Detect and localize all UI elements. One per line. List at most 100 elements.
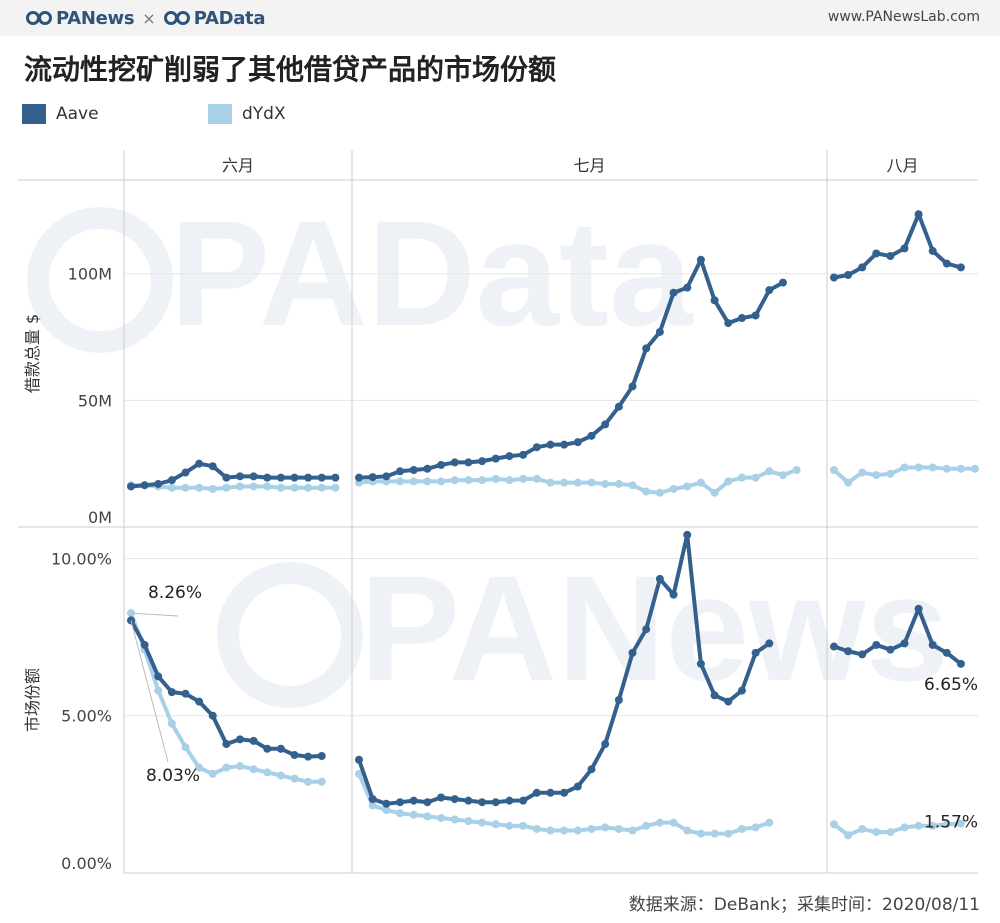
top-point-aave-m2-7 [928,246,937,255]
bottom-y-tick-2: 10.00% [51,549,112,568]
top-point-aave-m0-6 [208,462,217,471]
top-point-aave-m1-2 [382,472,391,481]
top-point-dydx-m1-16 [573,478,582,487]
bottom-point-aave-m1-5 [423,798,432,807]
bottom-point-aave-m0-11 [276,744,285,753]
top-point-dydx-m0-8 [236,482,244,491]
bottom-point-aave-m1-21 [642,625,651,634]
top-point-dydx-m1-32 [792,466,801,475]
bottom-y-axis-label: 市场份额 [23,668,42,732]
top-point-aave-m1-4 [409,466,418,475]
top-point-aave-m0-10 [263,473,272,482]
bottom-point-dydx-m1-18 [601,823,610,832]
bottom-point-dydx-m1-19 [614,824,623,833]
top-point-aave-m1-17 [587,431,596,440]
bottom-point-dydx-m1-5 [423,812,432,821]
bottom-point-dydx-m1-6 [437,813,446,822]
bottom-point-dydx-m0-8 [236,762,244,771]
top-point-aave-m2-4 [886,251,895,260]
bottom-point-aave-m0-4 [181,689,190,698]
bottom-point-aave-m2-7 [928,640,937,649]
top-point-dydx-m1-30 [765,467,774,476]
bottom-point-dydx-m1-21 [642,821,651,830]
bottom-point-aave-m1-7 [450,795,459,804]
top-point-dydx-m1-4 [409,477,418,486]
top-point-dydx-m1-3 [396,477,405,486]
top-point-dydx-m2-3 [872,471,881,480]
top-point-aave-m0-9 [249,472,258,481]
bottom-y-tick-0: 0.00% [61,854,112,873]
top-point-aave-m0-0 [127,482,135,491]
top-point-dydx-m1-9 [478,476,487,485]
bottom-point-dydx-m1-9 [478,818,487,827]
top-point-aave-m1-20 [628,382,637,391]
month-label-2: 八月 [886,156,918,175]
bottom-point-aave-m0-8 [236,735,244,744]
bottom-point-aave-m0-5 [195,697,204,706]
top-point-aave-m1-24 [683,283,692,292]
top-point-dydx-m1-20 [628,481,637,490]
top-point-aave-m1-23 [669,288,678,297]
top-point-dydx-m1-23 [669,485,678,494]
top-point-dydx-m1-25 [696,478,705,487]
top-point-aave-m1-21 [642,344,651,353]
bottom-point-dydx-m0-9 [249,765,258,774]
bottom-point-dydx-m0-11 [276,771,285,780]
top-point-aave-m1-3 [396,467,405,476]
top-point-dydx-m2-2 [858,468,867,477]
bottom-point-dydx-m1-25 [696,829,705,838]
bottom-point-aave-m1-6 [437,793,446,802]
bottom-point-dydx-m1-30 [765,818,774,827]
source-note: 数据来源：DeBank；采集时间：2020/08/11 [628,895,980,915]
top-y-tick-2: 100M [68,265,112,284]
bottom-point-dydx-m1-23 [669,818,678,827]
top-point-aave-m0-5 [195,459,204,468]
top-bar: PANews × PAData www.PANewsLab.com [0,0,1000,36]
bottom-point-dydx-m1-12 [519,821,528,830]
top-point-aave-m1-15 [560,440,569,449]
bottom-point-aave-m2-4 [886,645,895,654]
bottom-point-aave-m0-9 [249,736,258,745]
top-point-aave-m2-0 [830,273,838,282]
top-point-dydx-m0-11 [276,483,285,492]
top-point-dydx-m0-10 [263,482,272,491]
padata-logo-icon [163,11,190,25]
top-point-aave-m1-11 [505,452,514,461]
bottom-point-aave-m1-4 [409,796,418,805]
top-point-dydx-m2-10 [971,464,979,473]
bottom-point-dydx-m1-22 [655,818,664,827]
top-point-dydx-m1-6 [437,477,446,486]
bottom-point-aave-m1-17 [587,765,596,774]
bottom-point-dydx-m1-20 [628,826,637,835]
bottom-point-aave-m1-25 [696,659,705,668]
bottom-point-dydx-m0-13 [304,777,313,786]
bottom-point-aave-m2-3 [872,640,881,649]
top-line-aave-m2 [833,212,962,280]
top-point-aave-m2-6 [914,210,923,219]
top-point-aave-m0-11 [276,473,285,482]
top-point-aave-m0-14 [317,473,326,482]
top-point-aave-m1-30 [765,286,774,295]
bottom-point-dydx-m1-29 [751,823,760,832]
top-point-dydx-m0-5 [195,483,204,492]
legend-label-dydx: dYdX [242,104,286,124]
bottom-point-dydx-m1-26 [710,829,719,838]
bottom-point-dydx-m1-27 [724,829,733,838]
bottom-point-aave-m1-12 [519,796,528,805]
top-y-tick-1: 50M [78,391,112,410]
top-point-aave-m1-25 [696,255,705,264]
bottom-point-dydx-m1-11 [505,821,514,830]
watermark-logo-icon [217,562,363,708]
annotation-dydx-end: 1.57% [924,813,978,833]
bottom-point-dydx-m1-13 [532,824,541,833]
bottom-point-aave-m0-1 [140,640,149,649]
annotation-aave-end: 6.65% [924,675,978,695]
bottom-point-aave-m1-0 [355,755,363,764]
bottom-point-aave-m1-8 [464,796,473,805]
top-point-dydx-m1-24 [683,482,692,491]
top-point-aave-m1-10 [491,454,500,463]
top-line-dydx-m0 [131,483,336,492]
top-point-dydx-m1-15 [560,478,569,487]
bottom-point-aave-m1-30 [765,639,774,648]
bottom-point-aave-m2-9 [956,659,965,668]
